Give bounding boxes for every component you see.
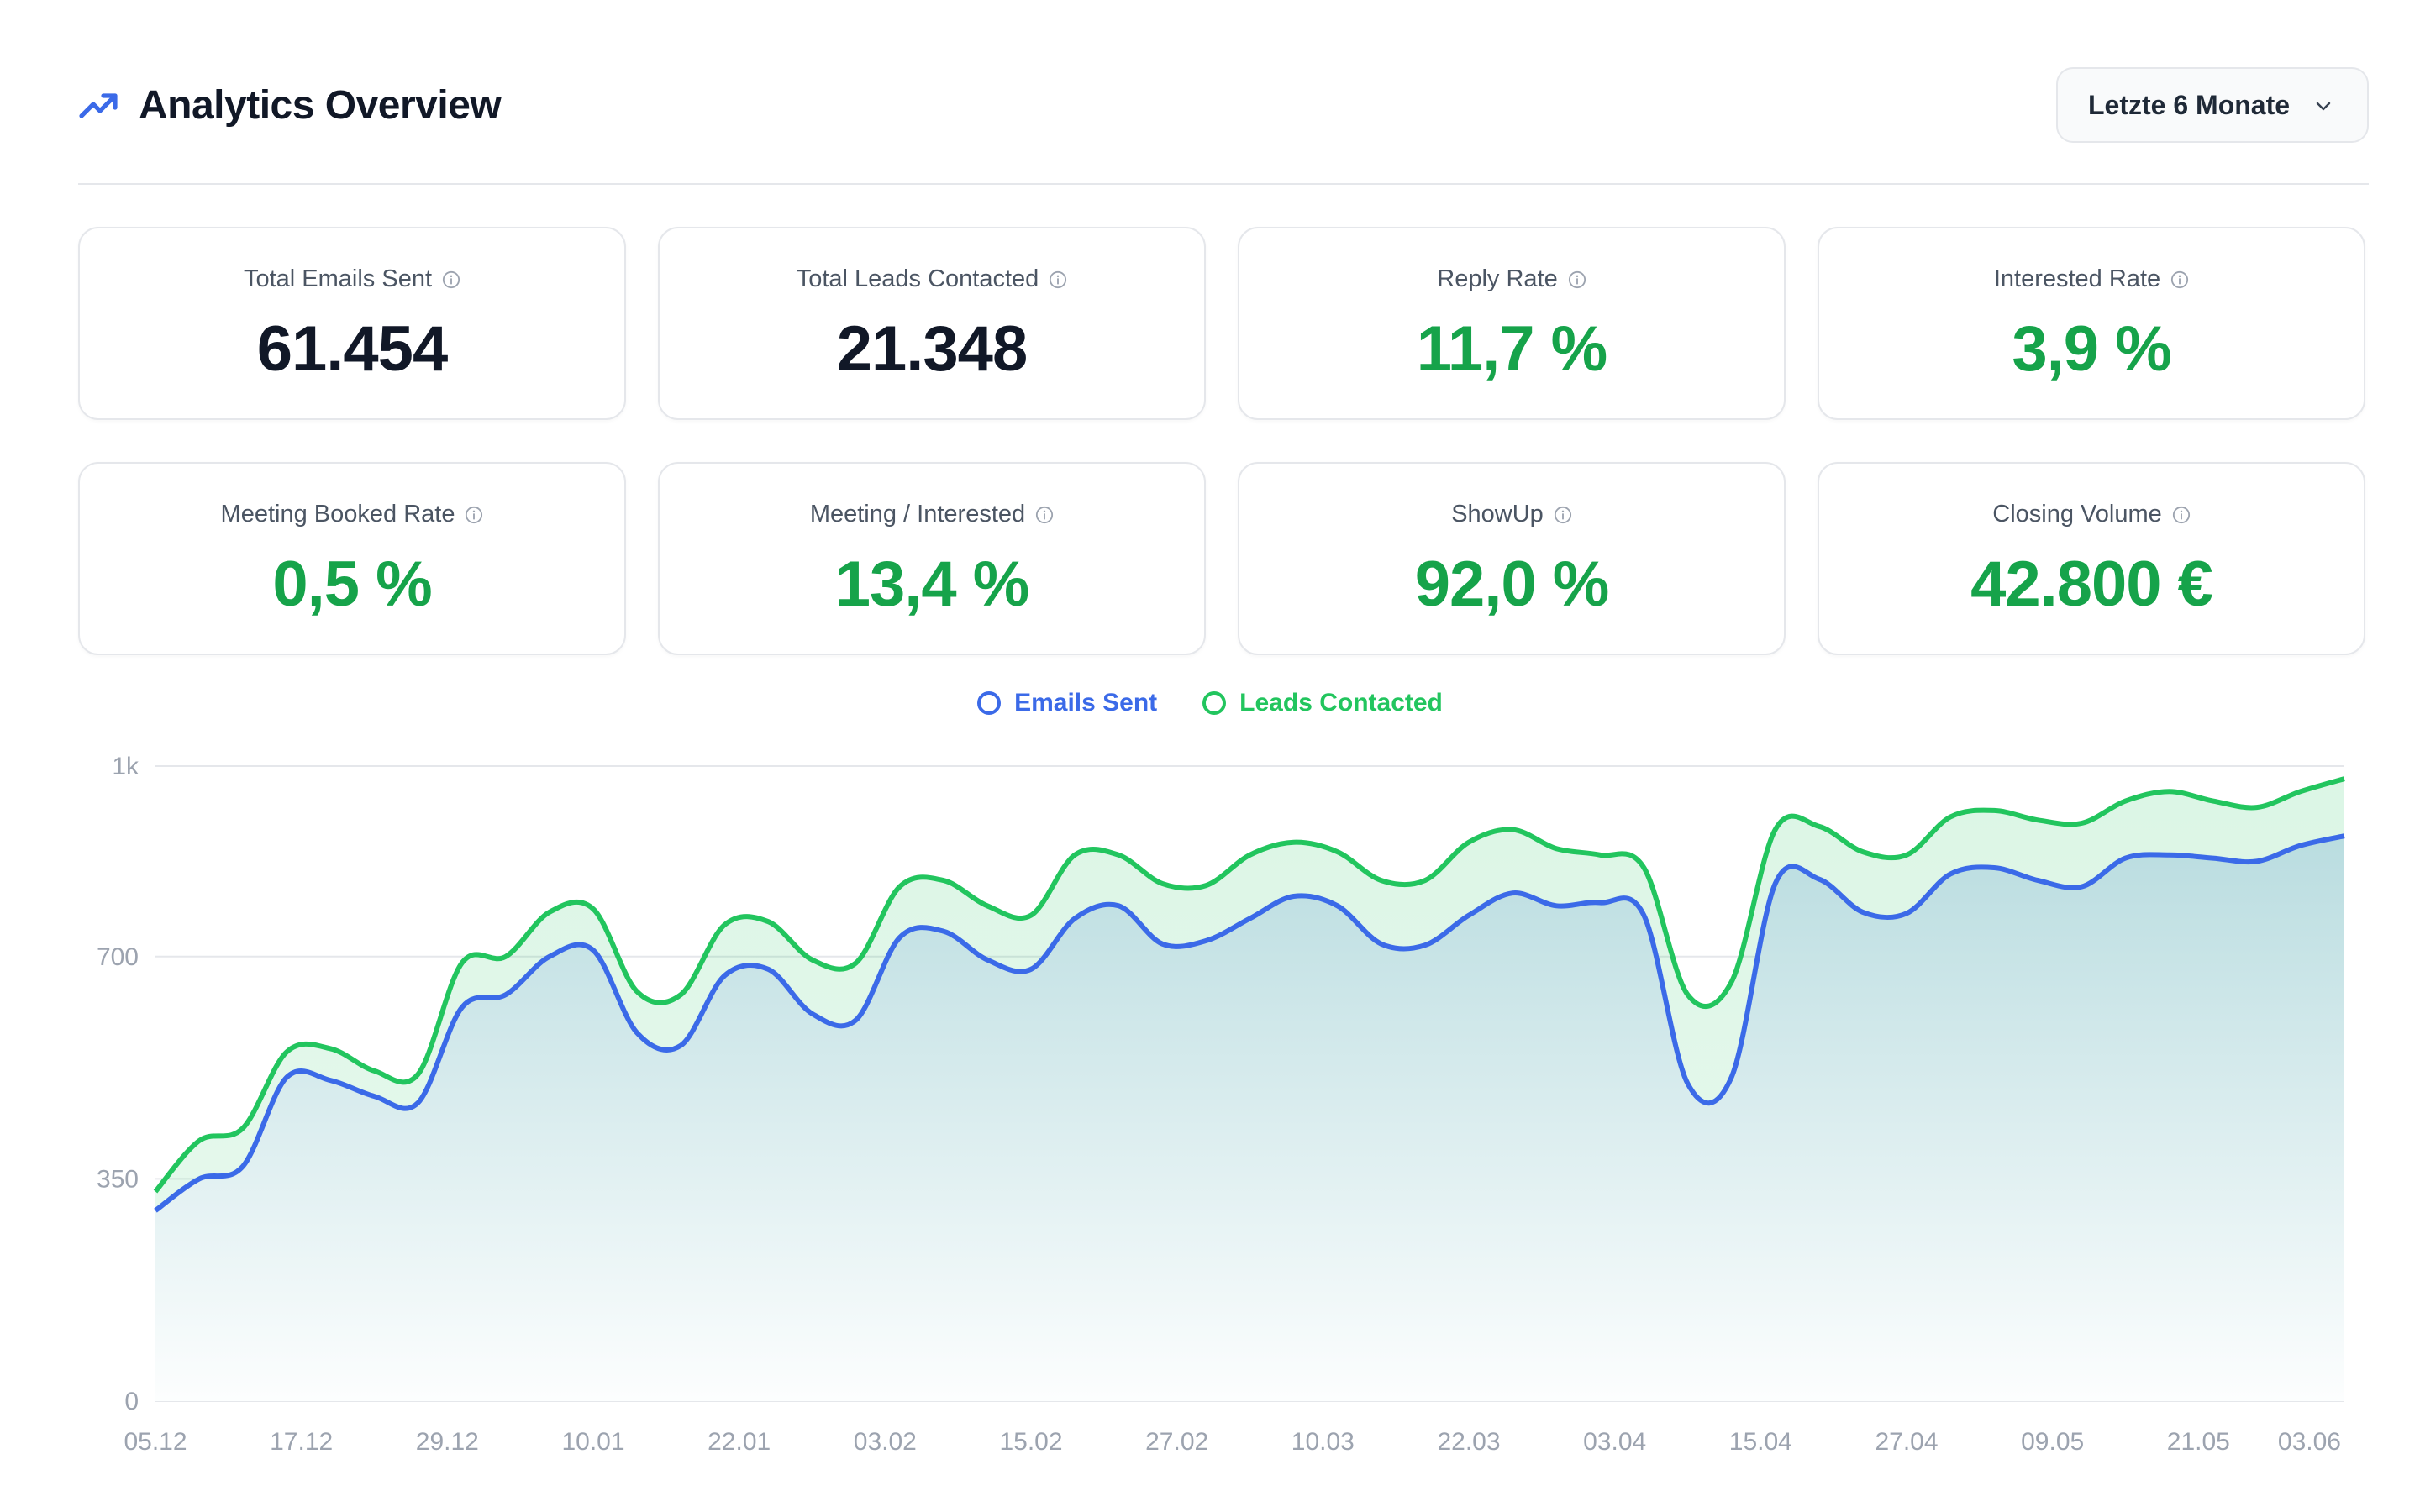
kpi-label: Meeting Booked Rate — [220, 501, 455, 528]
y-tick-label: 1k — [112, 753, 139, 780]
info-icon[interactable] — [2172, 506, 2191, 524]
x-tick-label: 03.02 — [854, 1428, 917, 1456]
chart-legend: Emails Sent Leads Contacted — [0, 689, 2420, 717]
kpi-value: 3,9 % — [2012, 313, 2171, 385]
kpi-label: ShowUp — [1451, 501, 1544, 528]
legend-item-leads-contacted[interactable]: Leads Contacted — [1202, 689, 1443, 717]
kpi-label: Total Leads Contacted — [796, 265, 1039, 292]
info-icon[interactable] — [1049, 270, 1067, 289]
info-icon[interactable] — [1554, 506, 1572, 524]
kpi-value: 11,7 % — [1416, 313, 1607, 385]
x-tick-label: 27.04 — [1875, 1428, 1938, 1456]
legend-marker-emails-sent — [977, 691, 1002, 715]
x-tick-label: 03.04 — [1583, 1428, 1646, 1456]
series-area-emails-sent — [155, 836, 2344, 1401]
date-range-dropdown[interactable]: Letzte 6 Monate — [2056, 67, 2369, 143]
kpi-label-row: Meeting / Interested — [660, 501, 1204, 528]
kpi-card: Meeting Booked Rate 0,5 % — [78, 462, 626, 655]
x-tick-label: 22.03 — [1437, 1428, 1500, 1456]
kpi-card: Meeting / Interested 13,4 % — [658, 462, 1206, 655]
x-tick-label: 29.12 — [416, 1428, 479, 1456]
kpi-value: 13,4 % — [834, 549, 1030, 620]
info-icon[interactable] — [465, 506, 483, 524]
x-tick-label: 27.02 — [1145, 1428, 1208, 1456]
legend-marker-leads-contacted — [1202, 691, 1227, 715]
info-icon[interactable] — [1568, 270, 1586, 289]
x-tick-label: 15.04 — [1729, 1428, 1792, 1456]
kpi-card: Total Emails Sent 61.454 — [78, 227, 626, 420]
x-tick-label: 10.03 — [1292, 1428, 1355, 1456]
chart-canvas: 0 350 700 1k 05.12 17.12 29.12 10.01 22.01 03.02 1… — [97, 753, 2345, 1456]
x-tick-label: 05.12 — [124, 1428, 187, 1456]
kpi-card: Closing Volume 42.800 € — [1818, 462, 2365, 655]
legend-label-leads-contacted: Leads Contacted — [1239, 689, 1443, 717]
kpi-label-row: Interested Rate — [1819, 265, 2364, 293]
kpi-label-row: Closing Volume — [1819, 501, 2364, 528]
x-tick-label: 09.05 — [2021, 1428, 2084, 1456]
kpi-value: 92,0 % — [1414, 549, 1610, 620]
legend-label-emails-sent: Emails Sent — [1014, 689, 1158, 717]
kpi-value: 42.800 € — [1970, 549, 2213, 620]
trending-up-icon — [79, 92, 118, 118]
page-title: Analytics Overview — [139, 83, 502, 128]
kpi-card: Total Leads Contacted 21.348 — [658, 227, 1206, 420]
kpi-value: 61.454 — [256, 313, 448, 385]
kpi-label: Total Emails Sent — [243, 265, 433, 292]
kpi-card: Reply Rate 11,7 % — [1238, 227, 1786, 420]
info-icon[interactable] — [1035, 506, 1054, 524]
kpi-label: Reply Rate — [1437, 265, 1558, 292]
x-tick-label: 15.02 — [999, 1428, 1062, 1456]
kpi-card: Interested Rate 3,9 % — [1818, 227, 2365, 420]
y-tick-label: 0 — [124, 1388, 139, 1415]
series-line-leads-contacted[interactable] — [153, 776, 2345, 1194]
date-range-label: Letzte 6 Monate — [2088, 89, 2291, 120]
chevron-down-icon — [2316, 102, 2331, 111]
legend-item-emails-sent[interactable]: Emails Sent — [977, 689, 1157, 717]
x-tick-label: 17.12 — [270, 1428, 333, 1456]
kpi-value: 0,5 % — [272, 549, 432, 620]
kpi-label: Closing Volume — [1992, 501, 2162, 528]
y-tick-label: 350 — [97, 1165, 139, 1193]
kpi-label-row: Meeting Booked Rate — [80, 501, 624, 528]
kpi-label-row: Reply Rate — [1239, 265, 1784, 293]
kpi-value: 21.348 — [836, 313, 1028, 385]
info-icon[interactable] — [442, 270, 460, 289]
x-tick-label: 10.01 — [561, 1428, 624, 1456]
kpi-label-row: Total Emails Sent — [80, 265, 624, 293]
kpi-label: Interested Rate — [1993, 265, 2161, 292]
series-line-emails-sent[interactable] — [154, 833, 2345, 1213]
kpi-label-row: ShowUp — [1239, 501, 1784, 528]
x-tick-label: 22.01 — [708, 1428, 771, 1456]
page-title-group: Analytics Overview — [78, 82, 502, 129]
page-header: Analytics Overview Letzte 6 Monate — [78, 67, 2369, 185]
x-tick-label: 03.06 — [2278, 1428, 2341, 1456]
x-tick-label: 21.05 — [2167, 1428, 2230, 1456]
area-chart: 0 350 700 1k 05.12 17.12 29.12 10.01 22.01 03.02 1… — [0, 739, 2420, 1487]
kpi-label-row: Total Leads Contacted — [660, 265, 1204, 293]
kpi-card: ShowUp 92,0 % — [1238, 462, 1786, 655]
y-tick-label: 700 — [97, 943, 139, 971]
info-icon[interactable] — [2170, 270, 2189, 289]
kpi-label: Meeting / Interested — [809, 501, 1026, 528]
